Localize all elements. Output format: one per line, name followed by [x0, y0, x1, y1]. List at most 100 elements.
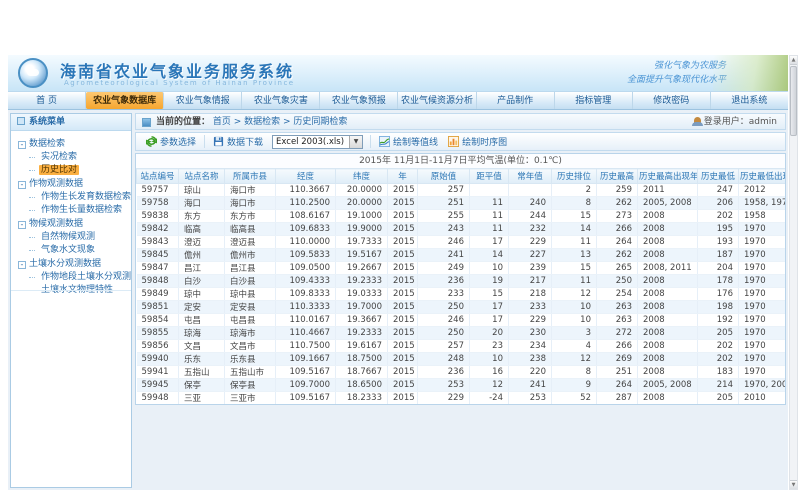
chevron-down-icon[interactable]: ▼: [349, 135, 363, 148]
param-select-label: 参数选择: [160, 138, 197, 148]
table-cell: 昌江县: [224, 261, 276, 275]
table-row[interactable]: 59945 保亭 保亭县 109.7000 18.6500 2015 253 12 241 9 26…: [136, 378, 785, 392]
table-cell: 266: [596, 222, 638, 236]
collapse-icon[interactable]: -: [18, 261, 26, 269]
table-row[interactable]: 59842 临高 临高县 109.6833 19.9000 2015 243 11 232 14 2…: [136, 222, 785, 236]
table-row[interactable]: 59856 文昌 文昌市 110.7500 19.6167 2015 257 23 234 4 26…: [136, 339, 785, 353]
tree-item[interactable]: 气象水文现象: [18, 244, 128, 257]
contour-chart-icon: [379, 136, 391, 147]
nav-tab-7[interactable]: 指标管理: [555, 92, 633, 109]
table-cell: 2008: [638, 405, 698, 406]
table-cell: 273: [596, 209, 638, 223]
table-cell: 257: [417, 183, 470, 197]
table-cell: 255: [417, 209, 470, 223]
table-cell: 109.4333: [275, 274, 336, 288]
collapse-icon[interactable]: -: [18, 221, 26, 229]
table-row[interactable]: 59941 五指山 五指山市 109.5167 18.7667 2015 236 16 220 8…: [136, 365, 785, 379]
nav-tab-2[interactable]: 农业气象情报: [164, 92, 243, 109]
table-cell: 17: [469, 235, 509, 249]
tree-item[interactable]: 作物地段土壤水分观测: [18, 271, 131, 284]
table-cell: 万宁市: [225, 405, 276, 406]
table-cell: 214: [697, 378, 739, 392]
toolbar: 参数选择 数据下载 Excel 2003(.xls) ▼ 绘制等值线: [135, 132, 786, 151]
table-row[interactable]: 59855 琼海 琼海市 110.4667 19.2333 2015 250 20 230 3 27…: [136, 326, 785, 340]
table-cell: 1970: [738, 235, 785, 249]
tree-parent[interactable]: - 数据检索: [18, 138, 128, 151]
download-button[interactable]: 数据下载: [208, 135, 268, 148]
table-header-row: 站点编号 站点名称 所属市县 经度 纬度年原始值 距平值 常年值 历史排位 历史最高 历史最高出现…: [136, 168, 785, 184]
table-row[interactable]: 59948 三亚 三亚市 109.5167 18.2333 2015 229 -24 253 52…: [136, 391, 785, 404]
nav-tab-8[interactable]: 修改密码: [633, 92, 711, 109]
table-title: 2015年 11月1日-11月7日平均气温(单位：0.1℃): [136, 154, 785, 168]
table-cell: 110.3333: [275, 300, 336, 314]
table-row[interactable]: 59757 琼山 海口市 110.3667 20.0000 2015 257 2 259 2011…: [136, 183, 785, 197]
table-cell: 59838: [136, 209, 179, 223]
tree-item[interactable]: 作物生长发育数据检索: [18, 191, 131, 204]
scroll-up-arrow[interactable]: ▲: [790, 56, 797, 65]
nav-tab-3[interactable]: 农业气象灾害: [242, 92, 321, 109]
table-row[interactable]: 59848 白沙 白沙县 109.4333 19.2333 2015 236 19 217 11 2…: [136, 274, 785, 288]
draw-timeseries-label: 绘制时序图: [462, 138, 508, 148]
table-cell: 1970: [738, 287, 785, 301]
tree-item[interactable]: 自然物候观测: [18, 231, 128, 244]
table-cell: 250: [417, 300, 470, 314]
tree-item[interactable]: 作物生长量数据检索: [18, 204, 128, 217]
tree-parent[interactable]: - 土壤水分观测数据: [18, 258, 128, 271]
table-cell: 250: [596, 274, 638, 288]
tree-item[interactable]: 历史比对: [18, 164, 128, 177]
nav-tab-1[interactable]: 农业气象数据库: [86, 92, 165, 109]
table-cell: 1970, 2000: [738, 378, 785, 392]
table-row[interactable]: 59845 儋州 儋州市 109.5833 19.5167 2015 241 14 227 13 2…: [136, 248, 785, 262]
nav-tab-6[interactable]: 产品制作: [477, 92, 555, 109]
table-cell: 1970: [738, 313, 785, 327]
tree-item[interactable]: 实况检索: [18, 151, 128, 164]
table-cell: 262: [596, 196, 638, 210]
table-row[interactable]: 59847 昌江 昌江县 109.0500 19.2667 2015 249 10 239 15 2…: [136, 261, 785, 275]
format-select[interactable]: Excel 2003(.xls) ▼: [272, 134, 364, 149]
nav-tab-5[interactable]: 农业气候资源分析: [398, 92, 477, 109]
tree-parent[interactable]: - 作物观测数据: [18, 178, 128, 191]
table-row[interactable]: 59758 海口 海口市 110.2500 20.0000 2015 251 11 240 8 26…: [136, 196, 785, 210]
sidebar-title: 系统菜单: [29, 117, 66, 127]
param-select-button[interactable]: 参数选择: [141, 135, 201, 148]
scrollbar-thumb[interactable]: [790, 66, 797, 136]
nav-tab-0[interactable]: 首 页: [8, 92, 87, 109]
collapse-icon[interactable]: -: [18, 141, 26, 149]
table-row[interactable]: 59854 屯昌 屯昌县 110.0167 19.3667 2015 246 17 229 10 2…: [136, 313, 785, 327]
table-cell: 18.7667: [335, 365, 388, 379]
table-cell: 249: [417, 261, 470, 275]
table-cell: 琼海: [178, 326, 225, 340]
table-row[interactable]: 59951万宁万宁市110.366718.8000201525613243927…: [137, 405, 787, 406]
draw-contour-button[interactable]: 绘制等值线: [374, 135, 443, 148]
tree-parent-label: 物候观测数据: [29, 219, 84, 229]
tree-parent[interactable]: - 物候观测数据: [18, 218, 128, 231]
breadcrumb[interactable]: 首页 > 数据检索 > 历史同期检索: [212, 117, 348, 127]
table-cell: 263: [596, 300, 638, 314]
collapse-icon[interactable]: -: [18, 181, 26, 189]
menu-icon: [17, 117, 25, 125]
table-cell: 19.7000: [335, 300, 388, 314]
column-header: 原始值: [417, 168, 470, 184]
nav-tab-9[interactable]: 退出系统: [731, 96, 768, 106]
table-row[interactable]: 59843 澄迈 澄迈县 110.0000 19.7333 2015 246 17 229 11 2…: [136, 235, 785, 249]
table-cell: 2012: [738, 183, 785, 197]
table-cell: 澄迈: [178, 235, 225, 249]
scrollbar[interactable]: ▲ ▼: [789, 55, 798, 490]
table-cell: 2008: [637, 235, 698, 249]
table-row[interactable]: 59838 东方 东方市 108.6167 19.1000 2015 255 11 244 15 2…: [136, 209, 785, 223]
tree-item-label: 自然物候观测: [41, 232, 96, 242]
table-cell: 1970: [738, 352, 785, 366]
table-cell: 198: [697, 300, 739, 314]
table-cell: 2015: [387, 339, 418, 353]
table-cell: 三亚市: [224, 391, 276, 404]
draw-timeseries-button[interactable]: 绘制时序图: [443, 135, 512, 148]
table-cell: 218: [508, 287, 552, 301]
table-row[interactable]: 59940 乐东 乐东县 109.1667 18.7500 2015 248 10 238 12 2…: [136, 352, 785, 366]
table-row[interactable]: 59849 琼中 琼中县 109.8333 19.0333 2015 233 15 218 12 2…: [136, 287, 785, 301]
nav-tab-4[interactable]: 农业气象预报: [320, 92, 399, 109]
table-row[interactable]: 59851 定安 定安县 110.3333 19.7000 2015 250 17 233 10 2…: [136, 300, 785, 314]
table-cell: 1970: [738, 300, 785, 314]
table-cell: 59945: [136, 378, 179, 392]
scroll-down-arrow[interactable]: ▼: [790, 480, 797, 489]
table-cell: 海口市: [224, 183, 276, 197]
